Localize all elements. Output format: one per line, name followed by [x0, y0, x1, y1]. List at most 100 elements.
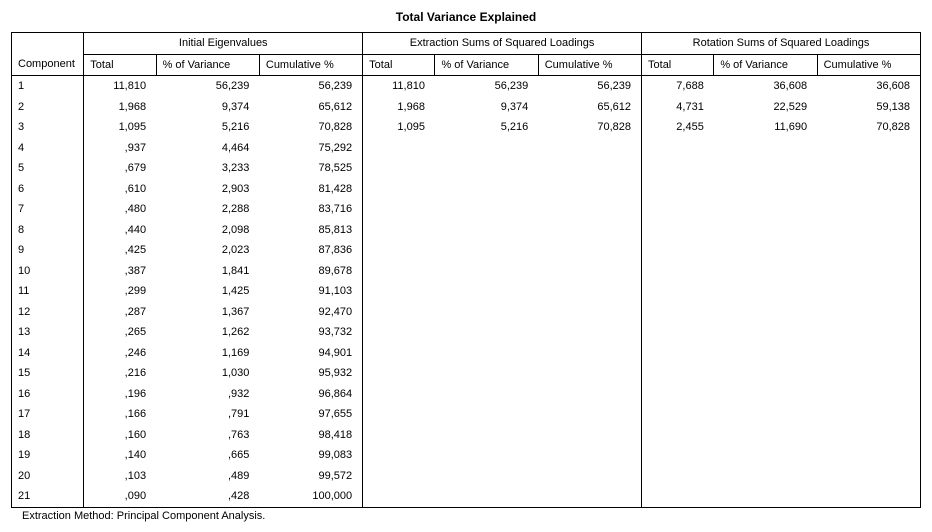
component-cell: 4	[12, 138, 84, 159]
data-cell	[817, 261, 920, 282]
data-cell	[363, 138, 435, 159]
table-row: 20,103,48999,572	[12, 466, 921, 487]
data-cell	[363, 466, 435, 487]
data-cell	[642, 363, 714, 384]
data-cell: 2,098	[156, 220, 259, 241]
data-cell	[435, 343, 538, 364]
data-cell: 100,000	[259, 486, 362, 507]
data-cell	[363, 384, 435, 405]
data-cell	[538, 220, 641, 241]
data-cell	[363, 363, 435, 384]
data-cell	[817, 281, 920, 302]
data-cell: 4,731	[642, 97, 714, 118]
data-cell: 85,813	[259, 220, 362, 241]
data-cell: 91,103	[259, 281, 362, 302]
data-cell	[714, 261, 817, 282]
sub-cum-1: Cumulative %	[259, 54, 362, 76]
data-cell	[538, 343, 641, 364]
data-cell	[817, 404, 920, 425]
data-cell	[817, 445, 920, 466]
data-cell: 1,262	[156, 322, 259, 343]
data-cell	[538, 404, 641, 425]
table-row: 7,4802,28883,716	[12, 199, 921, 220]
data-cell	[363, 240, 435, 261]
table-row: 9,4252,02387,836	[12, 240, 921, 261]
data-cell: ,932	[156, 384, 259, 405]
data-cell: ,763	[156, 425, 259, 446]
data-cell	[817, 302, 920, 323]
data-cell: ,387	[84, 261, 156, 282]
data-cell	[538, 322, 641, 343]
data-cell	[817, 466, 920, 487]
data-cell: 56,239	[538, 76, 641, 97]
data-cell	[642, 199, 714, 220]
data-cell: 70,828	[538, 117, 641, 138]
data-cell	[363, 281, 435, 302]
component-cell: 7	[12, 199, 84, 220]
data-cell	[817, 240, 920, 261]
data-cell	[817, 138, 920, 159]
data-cell: 36,608	[817, 76, 920, 97]
table-row: 15,2161,03095,932	[12, 363, 921, 384]
data-cell: 98,418	[259, 425, 362, 446]
data-cell: 1,841	[156, 261, 259, 282]
data-cell	[817, 158, 920, 179]
data-cell: ,480	[84, 199, 156, 220]
data-cell: 1,425	[156, 281, 259, 302]
data-cell	[714, 384, 817, 405]
sub-var-2: % of Variance	[435, 54, 538, 76]
data-cell: 81,428	[259, 179, 362, 200]
data-cell	[817, 199, 920, 220]
data-cell	[435, 220, 538, 241]
data-cell	[642, 261, 714, 282]
data-cell	[363, 343, 435, 364]
data-cell: ,791	[156, 404, 259, 425]
group-rotation: Rotation Sums of Squared Loadings	[642, 33, 921, 55]
data-cell	[363, 486, 435, 507]
component-header: Component	[12, 54, 84, 76]
data-cell: 65,612	[538, 97, 641, 118]
sub-total-3: Total	[642, 54, 714, 76]
data-cell: 75,292	[259, 138, 362, 159]
data-cell	[538, 384, 641, 405]
data-cell: ,665	[156, 445, 259, 466]
data-cell	[642, 158, 714, 179]
table-row: 13,2651,26293,732	[12, 322, 921, 343]
data-cell: 11,690	[714, 117, 817, 138]
data-cell	[642, 322, 714, 343]
data-cell: ,489	[156, 466, 259, 487]
data-cell	[363, 302, 435, 323]
data-cell	[435, 322, 538, 343]
data-cell	[642, 425, 714, 446]
data-cell	[435, 425, 538, 446]
data-cell: 7,688	[642, 76, 714, 97]
data-cell	[435, 363, 538, 384]
data-cell	[538, 240, 641, 261]
component-cell: 10	[12, 261, 84, 282]
component-cell: 15	[12, 363, 84, 384]
data-cell	[714, 240, 817, 261]
data-cell: 83,716	[259, 199, 362, 220]
table-row: 19,140,66599,083	[12, 445, 921, 466]
data-cell: ,090	[84, 486, 156, 507]
data-cell: 11,810	[84, 76, 156, 97]
data-cell: 97,655	[259, 404, 362, 425]
data-cell	[817, 384, 920, 405]
data-cell: 2,023	[156, 240, 259, 261]
data-cell: 3,233	[156, 158, 259, 179]
data-cell: 1,169	[156, 343, 259, 364]
data-cell: 1,367	[156, 302, 259, 323]
data-cell	[642, 240, 714, 261]
component-cell: 12	[12, 302, 84, 323]
data-cell	[817, 220, 920, 241]
data-cell: ,299	[84, 281, 156, 302]
data-cell: 2,455	[642, 117, 714, 138]
component-cell: 13	[12, 322, 84, 343]
data-cell: 1,095	[84, 117, 156, 138]
data-cell	[538, 363, 641, 384]
data-cell: 99,083	[259, 445, 362, 466]
data-cell	[714, 199, 817, 220]
data-cell	[435, 199, 538, 220]
data-cell	[435, 404, 538, 425]
data-cell	[435, 466, 538, 487]
